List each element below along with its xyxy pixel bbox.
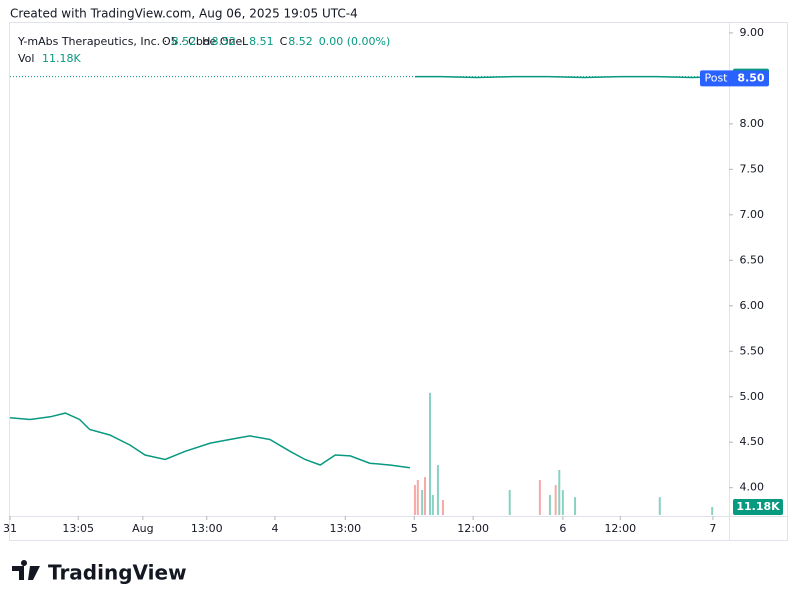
volume-bar (574, 497, 577, 515)
volume-bar (421, 489, 424, 515)
logo-mark (12, 560, 40, 580)
y-tick-label: 4.00 (740, 481, 765, 494)
volume-name: Vol (18, 52, 34, 65)
y-tick-label: 5.00 (740, 390, 765, 403)
ohlc-key: L (242, 35, 249, 48)
x-tick-label: 6 (559, 522, 566, 535)
change: 0.00 (0.00%) (319, 35, 391, 48)
ohlc-value: 8.52 (211, 35, 236, 48)
price-line (9, 75, 729, 469)
volume-bar (429, 392, 432, 515)
ohlc-key: H (202, 35, 210, 48)
volume-bar (711, 507, 714, 515)
frame (9, 22, 788, 541)
volume-bar (561, 489, 564, 515)
volume-tag (733, 499, 783, 516)
x-tick-label: 12:00 (604, 522, 636, 535)
ohlc-value: 8.52 (172, 35, 197, 48)
ohlc-key: O (162, 35, 171, 48)
volume-bar (548, 494, 551, 515)
volume-bar (424, 477, 427, 515)
y-tick-label: 7.50 (740, 162, 765, 175)
y-tick-label: 9.00 (740, 26, 765, 39)
x-tick-label: 7 (709, 522, 716, 535)
x-tick-label: 13:05 (62, 522, 94, 535)
brand: TradingView (48, 561, 187, 585)
ohlc-legend: O 8.52 H 8.52 L 8.51 C 8.52 0.00 (0.00%) (162, 35, 390, 48)
y-tick-label: 8.00 (740, 117, 765, 130)
volume-bar (508, 489, 511, 515)
x-tick-label: 12:00 (457, 522, 489, 535)
y-tick-label: 5.50 (740, 344, 765, 357)
y-tick-label: 6.00 (740, 299, 765, 312)
x-tick-label: 4 (271, 522, 278, 535)
header: Created with TradingView.com, Aug 06, 20… (10, 7, 358, 21)
x-tick-label: 13:00 (329, 522, 361, 535)
volume-bar (436, 464, 439, 515)
volume-bar (413, 484, 416, 515)
x-tick-label: 5 (411, 522, 418, 535)
ohlc-value: 8.52 (288, 35, 313, 48)
post-price-label: 8.50 (737, 71, 764, 84)
volume-bar (431, 494, 434, 515)
post-tag-label: Post (704, 71, 728, 84)
ohlc-key: C (280, 35, 288, 48)
volume-bar (538, 479, 541, 515)
y-tick-label: 6.50 (740, 253, 765, 266)
volume-bar (554, 484, 557, 515)
post-tag (700, 70, 769, 87)
x-tick-label: 13:00 (191, 522, 223, 535)
chart-title: Y-mAbs Therapeutics, Inc. · 5 · Cboe One (17, 35, 242, 48)
volume-last: 11.18K (42, 52, 81, 65)
volume-bar (658, 497, 661, 515)
y-tick-label: 7.00 (740, 208, 765, 221)
x-tick-label: Aug (132, 522, 153, 535)
ohlc-value: 8.51 (249, 35, 274, 48)
volume-bar (441, 499, 444, 515)
x-tick-label: 31 (3, 522, 17, 535)
y-tick-label: 4.50 (740, 435, 765, 448)
volume-bar (416, 479, 419, 515)
logo: TradingView (12, 560, 187, 585)
volume-bar (558, 469, 561, 515)
volume-tag-label: 11.18K (736, 500, 780, 513)
